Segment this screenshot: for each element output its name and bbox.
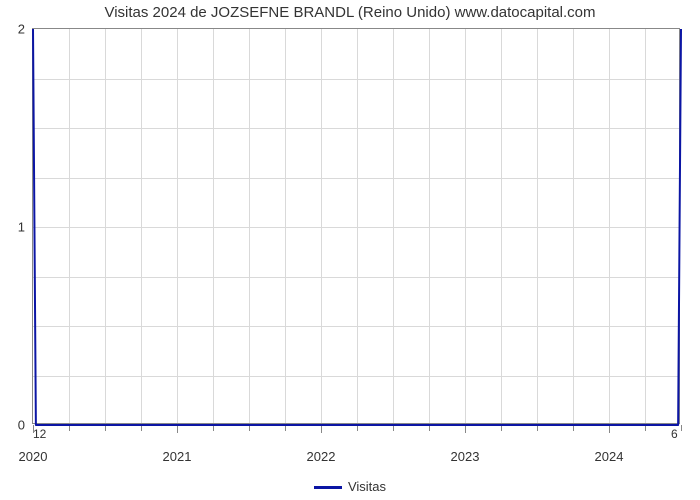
x-tick-label: 2022 <box>307 449 336 464</box>
x-tick-major <box>609 425 610 433</box>
x-tick-label: 2023 <box>451 449 480 464</box>
x-tick-label: 2021 <box>163 449 192 464</box>
x-tick-minor <box>681 425 682 431</box>
data-point-label: 6 <box>671 427 678 441</box>
x-tick-label: 2024 <box>595 449 624 464</box>
series-line <box>33 29 681 425</box>
y-tick-label: 2 <box>18 22 25 37</box>
x-tick-major <box>321 425 322 433</box>
y-tick-label: 0 <box>18 418 25 433</box>
legend-label: Visitas <box>348 479 386 494</box>
y-tick-label: 1 <box>18 220 25 235</box>
chart-legend: Visitas <box>0 479 700 494</box>
chart-plot-area: 01220202021202220232024126 <box>32 28 680 424</box>
x-tick-label: 2020 <box>19 449 48 464</box>
chart-container: Visitas 2024 de JOZSEFNE BRANDL (Reino U… <box>0 0 700 500</box>
x-tick-major <box>465 425 466 433</box>
chart-title: Visitas 2024 de JOZSEFNE BRANDL (Reino U… <box>0 4 700 21</box>
x-tick-major <box>177 425 178 433</box>
legend-swatch <box>314 486 342 489</box>
data-point-label: 12 <box>33 427 46 441</box>
